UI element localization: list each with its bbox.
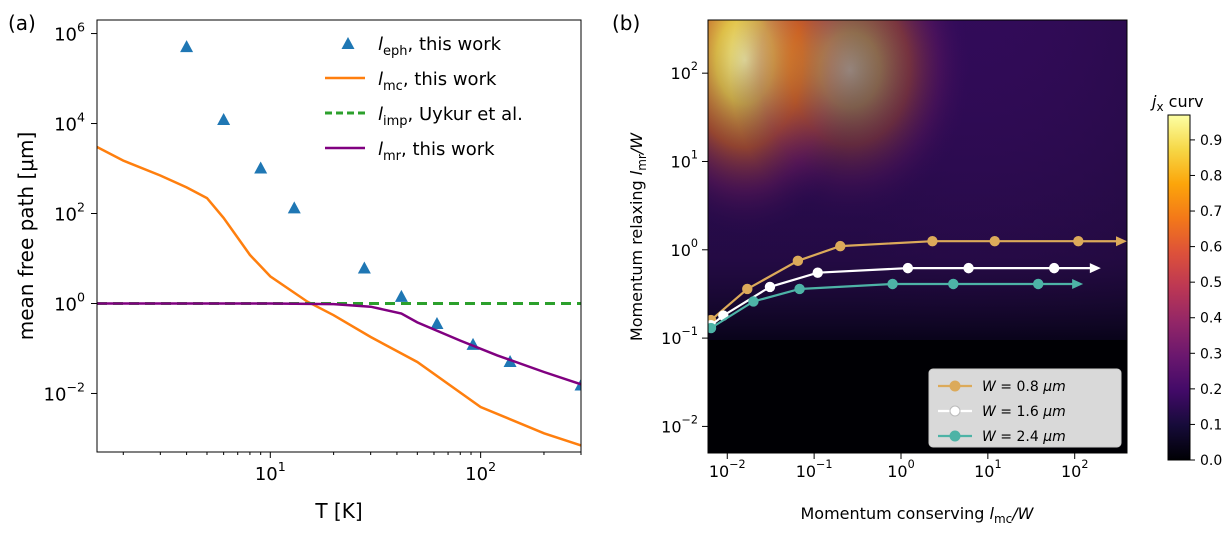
- panel-a-legend: leph, this work lmc, this work limp, Uykur…: [325, 34, 523, 164]
- colorbar-tick-label: 0.1: [1200, 417, 1222, 433]
- trajectory-line-w-2.4: [710, 282, 1039, 329]
- colorbar-gradient: [1167, 114, 1191, 461]
- panel-a-xtick-label: 102: [465, 459, 496, 485]
- series-line-mr: [97, 302, 581, 386]
- trajectory-point: [989, 236, 1000, 247]
- panel-a-xlabel: T [K]: [314, 499, 362, 523]
- colorbar-title: jx curv: [1150, 92, 1204, 114]
- colorbar-tick-label: 0.2: [1200, 382, 1222, 398]
- trajectory-arrow-head: [1116, 236, 1127, 247]
- panel-a-ylabel: mean free path [μm]: [14, 132, 38, 341]
- eph-data-point: [180, 40, 194, 53]
- panel-a-ytick-label: 10−2: [44, 379, 85, 405]
- trajectory-arrow-head: [1089, 263, 1101, 274]
- panel-b-xtick-label: 10−1: [796, 458, 833, 481]
- panel-a: 101 102 106 104 102 100 10−2 T [K] mean free p…: [14, 19, 582, 523]
- trajectory-point: [963, 262, 974, 274]
- panel-b-label: (b): [612, 11, 640, 35]
- colorbar-tick-label: 0.8: [1200, 168, 1222, 184]
- trajectory-point: [948, 278, 959, 290]
- trajectory-point: [742, 283, 753, 295]
- colorbar-tick-label: 0.9: [1200, 133, 1222, 149]
- panel-b-xtick-label: 100: [887, 458, 914, 481]
- legend-label-w-1.6: W = 1.6 μm: [982, 404, 1066, 420]
- eph-data-point: [574, 378, 581, 391]
- legend-label-mr: lmr, this work: [378, 139, 495, 164]
- trajectory-point: [927, 236, 938, 247]
- colorbar: jx curv 0.0 0.1 0.2 0.3 0.4 0.5 0.6 0.7 0.8 0.9: [1150, 92, 1222, 469]
- trajectory-point: [1048, 262, 1060, 274]
- eph-data-point: [254, 161, 268, 174]
- eph-data-point: [287, 201, 301, 214]
- legend-marker-eph: [341, 37, 355, 49]
- panel-a-ytick-label: 100: [54, 289, 85, 315]
- trajectory-point: [748, 296, 759, 307]
- colorbar-tick-label: 0.6: [1200, 240, 1222, 256]
- colorbar-tick-label: 0.4: [1200, 311, 1222, 327]
- trajectory-point: [794, 283, 805, 295]
- colorbar-tick-label: 0.5: [1200, 275, 1222, 291]
- eph-data-point: [394, 289, 408, 302]
- panel-a-label: (a): [8, 11, 36, 35]
- panel-b-ylabel: Momentum relaxing lmr/W: [627, 132, 649, 341]
- panel-b-ytick-label: 10−1: [661, 325, 698, 348]
- panel-b-xlabel: Momentum conserving lmc/W: [801, 504, 1035, 526]
- colorbar-tick-label: 0.7: [1200, 204, 1222, 220]
- panel-a-frame: [96, 19, 582, 453]
- legend-label-w-0.8: W = 0.8 μm: [982, 379, 1066, 395]
- eph-data-point: [357, 261, 371, 274]
- colorbar-tick-label: 0.0: [1200, 453, 1222, 469]
- colorbar-tick-label: 0.3: [1200, 346, 1222, 362]
- trajectory-point: [1033, 278, 1044, 290]
- trajectory-point: [902, 262, 914, 274]
- panel-b-legend: W = 0.8 μm W = 1.6 μm W = 2.4 μm: [928, 368, 1122, 448]
- panel-b-legend-box: [928, 368, 1122, 448]
- panel-b: 10−2 10−1 100 101 102 10−2 10−1 100 101 102 Momen…: [627, 19, 1128, 526]
- legend-marker-w-1.6: [949, 405, 961, 417]
- panel-b-frame: [707, 19, 1128, 454]
- trajectory-point: [792, 255, 804, 267]
- legend-marker-w-0.8: [949, 380, 961, 392]
- panel-b-ytick-label: 100: [671, 237, 698, 260]
- panel-b-xtick-label: 10−2: [709, 458, 746, 481]
- panel-b-ytick-label: 101: [671, 148, 698, 171]
- eph-data-point: [430, 316, 444, 329]
- eph-data-point: [217, 112, 231, 125]
- series-line-mc: [97, 145, 581, 447]
- panel-b-ytick-label: 10−2: [661, 413, 698, 436]
- trajectory-point: [812, 267, 823, 278]
- trajectory-point: [1073, 236, 1084, 247]
- panel-a-plot-area: [97, 20, 581, 452]
- legend-label-mc: lmc, this work: [378, 69, 497, 94]
- legend-label-w-2.4: W = 2.4 μm: [982, 429, 1066, 445]
- panel-a-ytick-label: 102: [54, 200, 85, 226]
- panel-b-xtick-label: 102: [1061, 458, 1088, 481]
- trajectory-point: [708, 322, 717, 334]
- legend-label-imp: limp, Uykur et al.: [378, 104, 523, 129]
- trajectory-point: [887, 278, 898, 290]
- panel-a-ytick-label: 104: [54, 110, 85, 136]
- trajectory-point: [764, 281, 776, 293]
- legend-marker-w-2.4: [949, 430, 961, 442]
- panel-b-xtick-label: 101: [974, 458, 1001, 481]
- trajectory-point: [835, 240, 846, 252]
- trajectory-arrow-head: [1072, 278, 1084, 289]
- legend-label-eph: leph, this work: [378, 34, 502, 59]
- panel-b-ytick-label: 102: [671, 60, 698, 83]
- panel-a-ytick-label: 106: [54, 20, 85, 46]
- panel-a-xtick-label: 101: [255, 459, 286, 485]
